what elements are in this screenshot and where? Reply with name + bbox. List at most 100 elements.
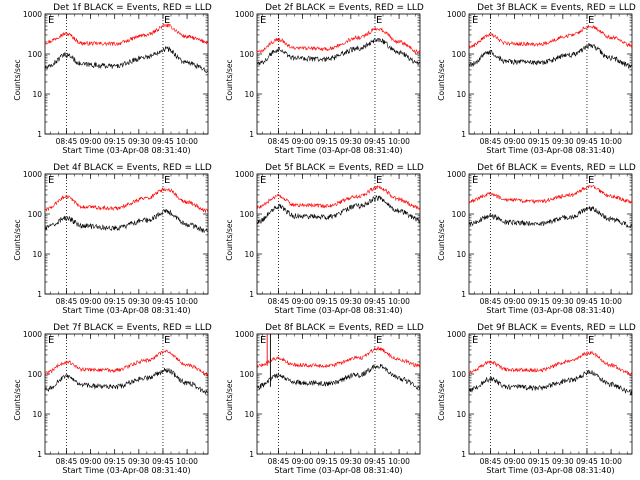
- y-tick-label: 100: [28, 370, 43, 379]
- e-marker: E: [376, 175, 382, 186]
- x-tick-label: 08:45: [56, 297, 78, 306]
- x-tick-label: 09:15: [104, 297, 126, 306]
- e-marker: E: [472, 175, 478, 186]
- x-axis-label: Start Time (03-Apr-08 08:31:40): [62, 146, 190, 155]
- x-tick-label: 09:30: [340, 457, 362, 466]
- x-tick-label: 09:30: [552, 297, 574, 306]
- y-tick-label: 1000: [447, 330, 466, 339]
- y-tick-label: 1000: [23, 10, 42, 19]
- x-tick-label: 09:00: [80, 137, 102, 146]
- events-series-line: [44, 45, 209, 74]
- plot-frame: [256, 333, 421, 455]
- y-tick-label: 100: [240, 50, 255, 59]
- y-tick-label: 1: [461, 290, 466, 299]
- plot-frame: [468, 333, 633, 455]
- x-tick-label: 10:00: [176, 457, 198, 466]
- y-tick-label: 100: [452, 370, 467, 379]
- e-marker: E: [48, 15, 54, 26]
- y-tick-label: 10: [244, 90, 254, 99]
- y-tick-label: 100: [452, 50, 467, 59]
- events-series-line: [468, 43, 633, 69]
- y-tick-label: 1: [249, 130, 254, 139]
- x-tick-label: 09:15: [316, 297, 338, 306]
- x-tick-label: 10:00: [600, 297, 622, 306]
- plot-frame: [44, 13, 209, 135]
- e-marker: E: [376, 15, 382, 26]
- y-tick-label: 1: [461, 130, 466, 139]
- e-marker: E: [260, 15, 266, 26]
- x-tick-label: 09:45: [364, 297, 386, 306]
- x-tick-label: 08:45: [268, 137, 290, 146]
- y-tick-label: 1: [37, 450, 42, 459]
- lld-series-line: [44, 349, 209, 376]
- x-tick-label: 09:00: [80, 457, 102, 466]
- y-tick-label: 1000: [235, 170, 254, 179]
- x-axis-label: Start Time (03-Apr-08 08:31:40): [486, 466, 614, 475]
- y-axis-label: Counts/sec: [437, 59, 446, 100]
- x-tick-label: 09:45: [364, 457, 386, 466]
- e-marker: E: [472, 335, 478, 346]
- x-tick-label: 09:00: [504, 457, 526, 466]
- x-tick-label: 10:00: [388, 297, 410, 306]
- chart-title: Det 4f BLACK = Events, RED = LLD: [53, 163, 212, 173]
- e-marker: E: [260, 175, 266, 186]
- chart-panel: Det 6f BLACK = Events, RED = LLD 1 10 100 10…: [437, 163, 636, 315]
- x-tick-label: 08:45: [268, 297, 290, 306]
- lld-series-line: [44, 187, 209, 213]
- x-tick-label: 09:30: [552, 457, 574, 466]
- x-tick-label: 09:30: [128, 137, 150, 146]
- x-tick-label: 09:15: [528, 297, 550, 306]
- y-tick-label: 10: [456, 410, 466, 419]
- x-tick-label: 10:00: [176, 297, 198, 306]
- x-tick-label: 09:30: [340, 137, 362, 146]
- x-tick-label: 09:30: [128, 457, 150, 466]
- y-tick-label: 100: [28, 50, 43, 59]
- lld-series-line: [256, 346, 421, 369]
- y-axis-label: Counts/sec: [437, 379, 446, 420]
- plot-frame: [256, 13, 421, 135]
- x-tick-label: 10:00: [176, 137, 198, 146]
- x-tick-label: 09:00: [292, 297, 314, 306]
- e-marker: E: [164, 15, 170, 26]
- plot-frame: [468, 173, 633, 295]
- x-tick-label: 08:45: [56, 137, 78, 146]
- y-tick-label: 1: [37, 130, 42, 139]
- plot-frame: [44, 333, 209, 455]
- x-tick-label: 08:45: [480, 457, 502, 466]
- chart-title: Det 6f BLACK = Events, RED = LLD: [477, 163, 636, 173]
- e-marker: E: [164, 175, 170, 186]
- e-marker: E: [588, 335, 594, 346]
- x-tick-label: 10:00: [388, 457, 410, 466]
- events-series-line: [256, 363, 421, 390]
- events-series-line: [256, 195, 421, 225]
- y-tick-label: 1: [249, 450, 254, 459]
- y-axis-label: Counts/sec: [437, 219, 446, 260]
- plot-frame: [468, 13, 633, 135]
- x-tick-label: 08:45: [268, 457, 290, 466]
- y-tick-label: 1: [37, 290, 42, 299]
- chart-panel: Det 5f BLACK = Events, RED = LLD 1 10 100 10…: [225, 163, 424, 315]
- x-tick-label: 09:45: [152, 457, 174, 466]
- chart-title: Det 7f BLACK = Events, RED = LLD: [53, 323, 212, 333]
- x-tick-label: 09:15: [316, 137, 338, 146]
- x-tick-label: 09:15: [104, 137, 126, 146]
- x-tick-label: 09:45: [576, 137, 598, 146]
- x-axis-label: Start Time (03-Apr-08 08:31:40): [486, 146, 614, 155]
- chart-panel: Det 2f BLACK = Events, RED = LLD 1 10 100 10…: [225, 3, 424, 155]
- x-tick-label: 09:45: [152, 297, 174, 306]
- chart-panel: Det 3f BLACK = Events, RED = LLD 1 10 100 10…: [437, 3, 636, 155]
- events-series-line: [256, 37, 421, 66]
- y-tick-label: 10: [456, 90, 466, 99]
- lld-series-line: [468, 350, 633, 376]
- lld-series-line: [44, 23, 209, 47]
- e-marker: E: [472, 15, 478, 26]
- chart-title: Det 2f BLACK = Events, RED = LLD: [265, 3, 424, 13]
- y-axis-label: Counts/sec: [13, 379, 22, 420]
- x-axis-label: Start Time (03-Apr-08 08:31:40): [62, 306, 190, 315]
- x-tick-label: 08:45: [480, 297, 502, 306]
- lld-series-line: [468, 184, 633, 205]
- x-tick-label: 09:45: [152, 137, 174, 146]
- events-series-line: [468, 369, 633, 396]
- x-tick-label: 10:00: [388, 137, 410, 146]
- y-axis-label: Counts/sec: [225, 59, 234, 100]
